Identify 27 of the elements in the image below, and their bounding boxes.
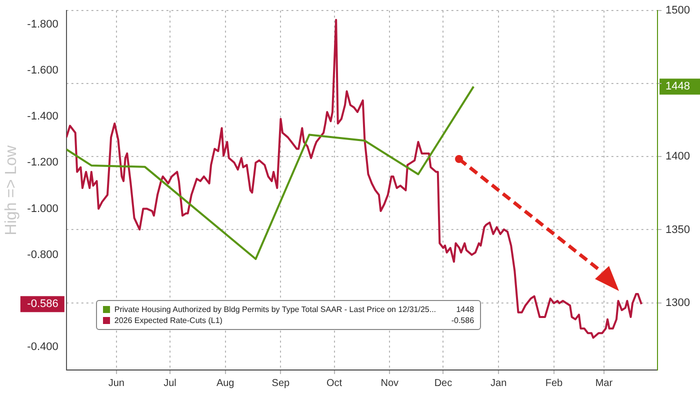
y-tick-label: -0.800: [27, 248, 58, 261]
x-tick-label: Jan: [490, 378, 507, 389]
y-tick-label: -1.600: [27, 64, 58, 77]
y-tick-label: -1.000: [27, 202, 58, 215]
y2-tick-label: 1350: [666, 224, 690, 236]
y2-tick-label: 1448: [666, 80, 690, 93]
y-tick-label: -1.800: [27, 18, 58, 30]
annotation: 1448: [455, 304, 474, 315]
x-tick-label: Jul: [164, 378, 176, 389]
y-tick-label: -1.400: [27, 110, 58, 123]
x-tick-label: Nov: [380, 378, 399, 389]
x-tick-label: Oct: [326, 378, 342, 389]
x-tick-label: Sep: [272, 378, 290, 389]
y2-tick-label: 1400: [666, 150, 690, 163]
annotation: -0.586: [450, 315, 474, 326]
x-tick-label: Mar: [595, 378, 614, 389]
y2-tick-label: 1500: [666, 4, 690, 17]
legend-label: Private Housing Authorized by Bldg Permits by Type Total SAAR - Last Price on 12/31/25...: [114, 304, 436, 315]
x-tick-label: Jun: [108, 378, 124, 389]
legend-label: 2026 Expected Rate-Cuts (L1): [114, 315, 222, 326]
y2-tick-label: 1300: [666, 296, 690, 309]
y-tick-label: -1.200: [27, 156, 58, 169]
y-tick-label: -0.400: [27, 340, 58, 353]
y-tick-label: -0.586: [27, 298, 58, 310]
x-tick-label: Dec: [434, 378, 452, 389]
x-tick-label: Feb: [545, 378, 563, 389]
x-tick-label: Aug: [216, 378, 234, 389]
